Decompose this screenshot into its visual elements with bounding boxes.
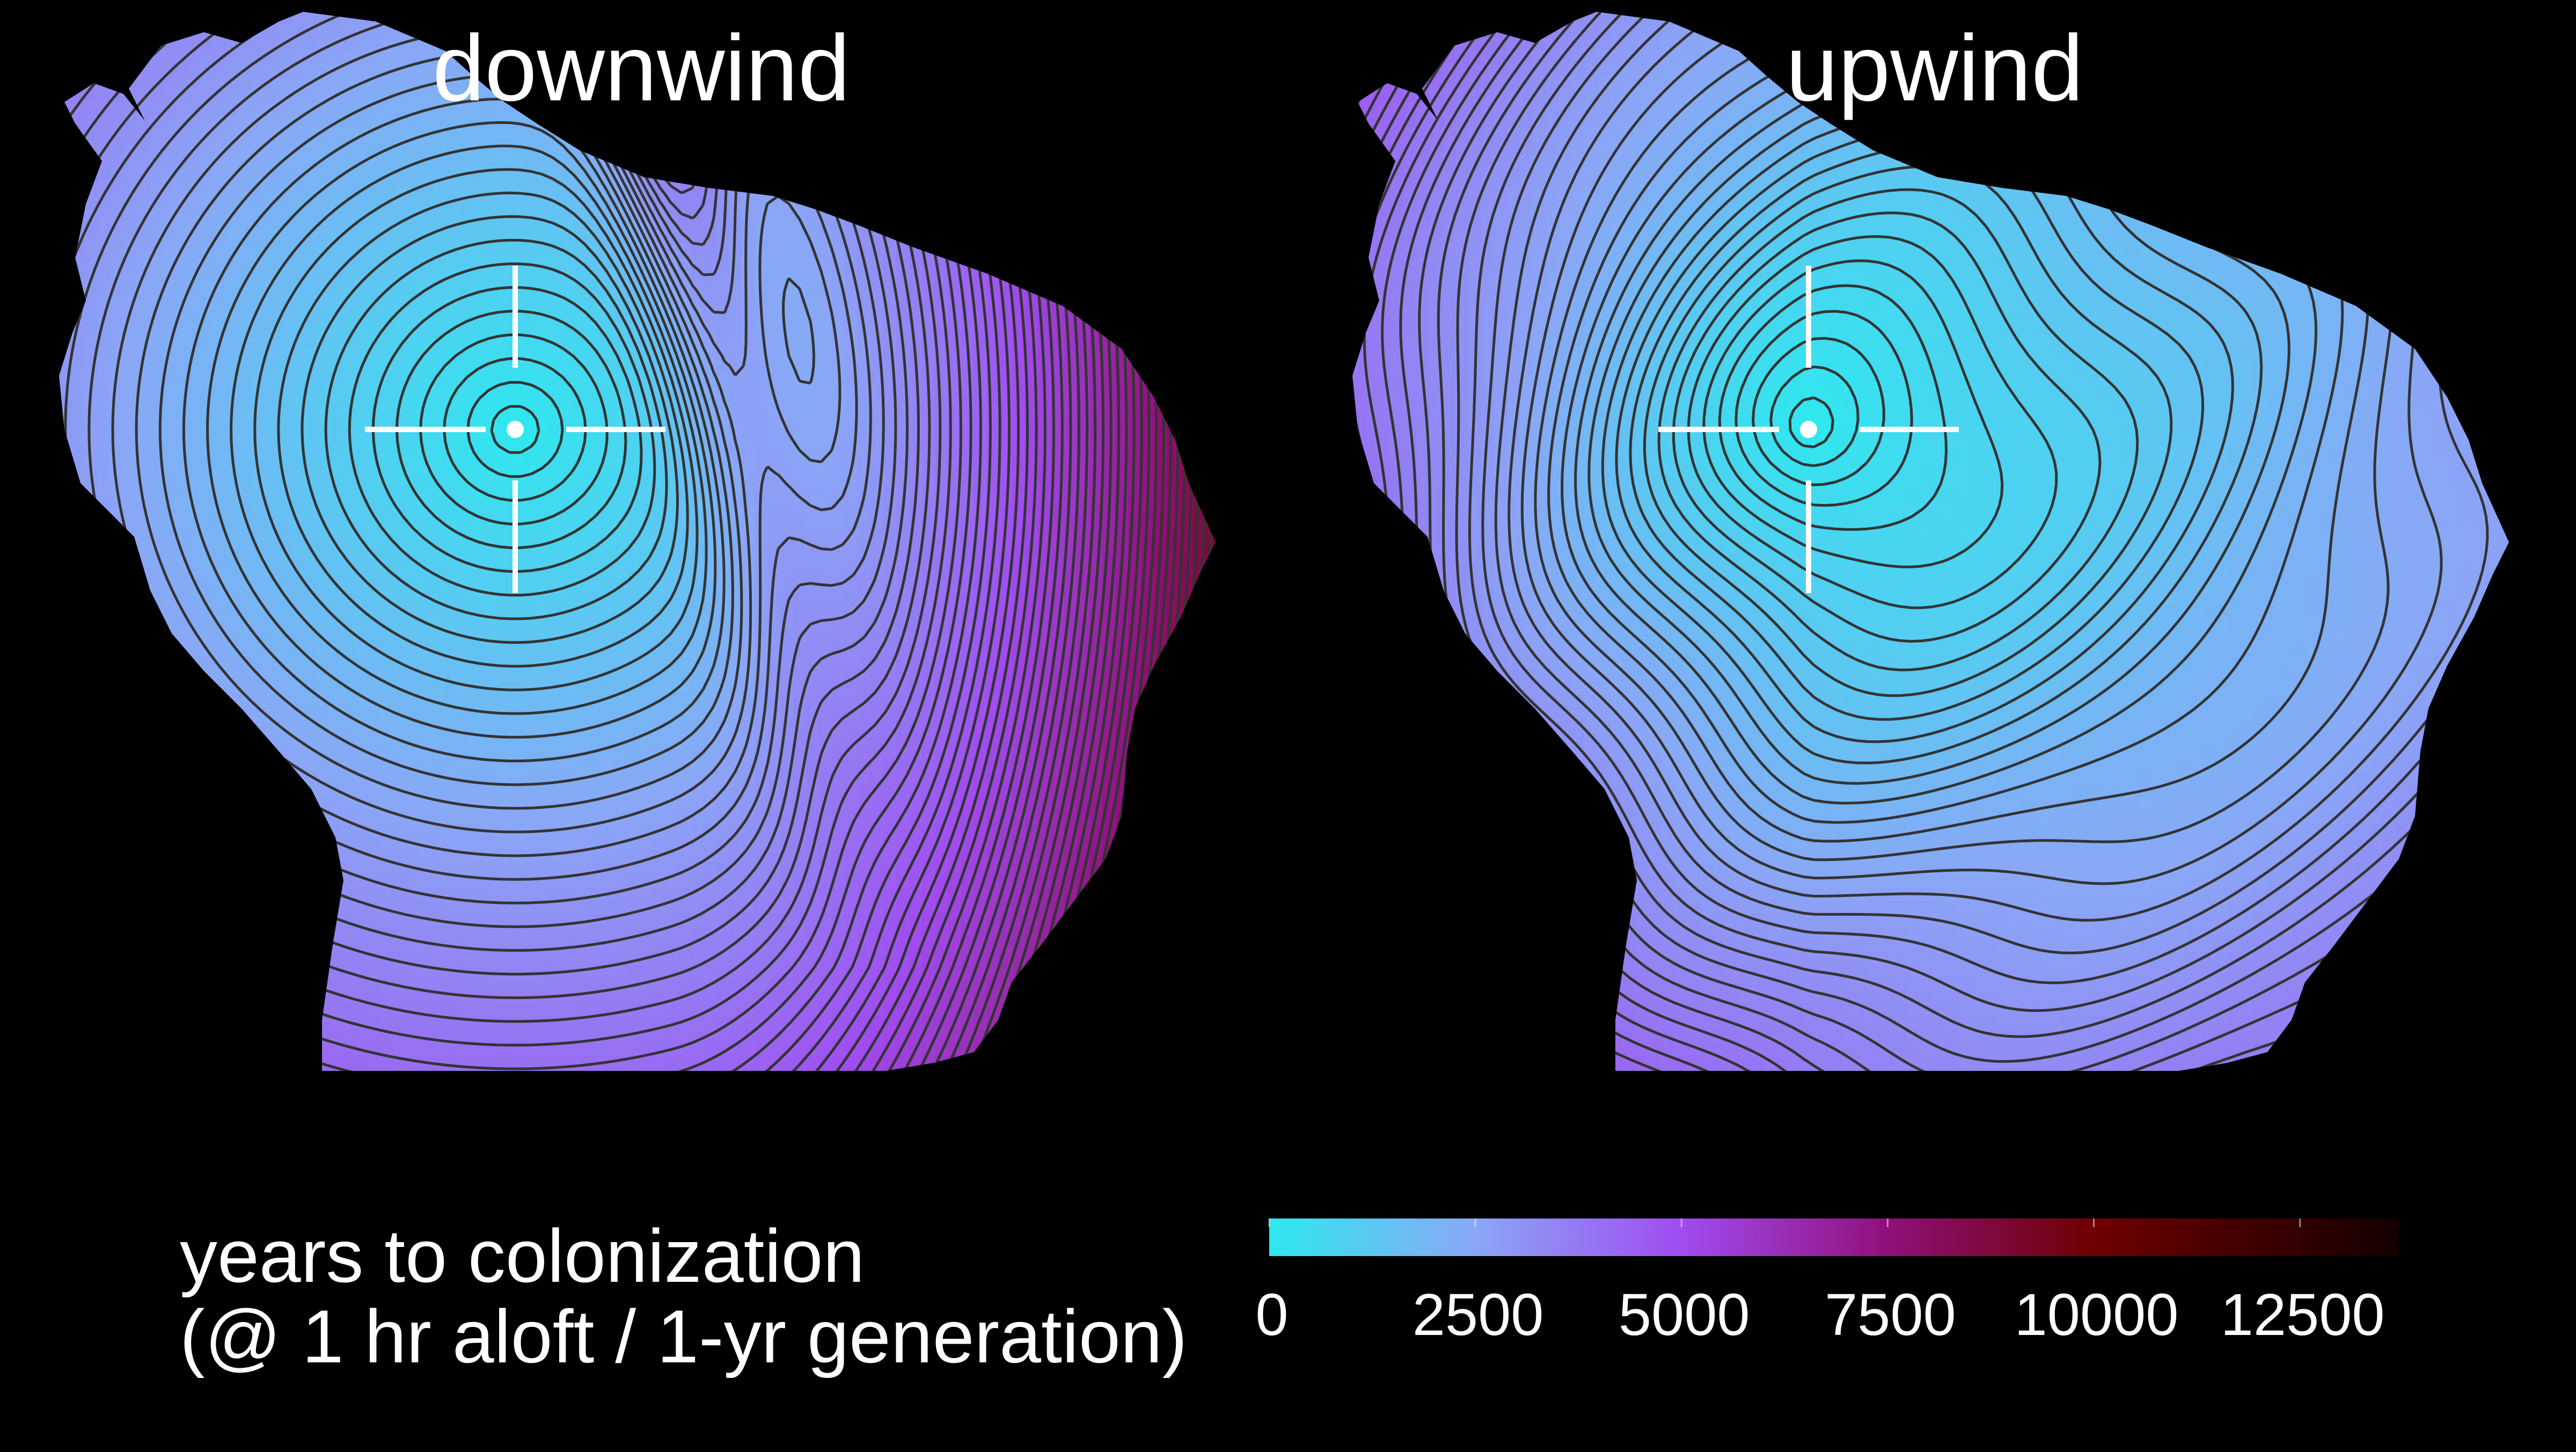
map-title-upwind: upwind <box>1786 21 2084 115</box>
map-downwind <box>59 12 1219 1082</box>
map-upwind <box>1352 12 2512 1082</box>
colorbar-gradient <box>1269 1218 2399 1256</box>
colorbar-tick-label: 10000 <box>2015 1286 2179 1345</box>
colorbar-tick-label: 5000 <box>1619 1286 1750 1345</box>
colorbar-tick-label: 2500 <box>1413 1286 1544 1345</box>
colorbar-tick-label: 7500 <box>1825 1286 1956 1345</box>
colorbar <box>1269 1218 2399 1256</box>
map-title-downwind: downwind <box>433 21 850 115</box>
legend-title: years to colonization <box>180 1218 865 1294</box>
colorbar-tick-label: 12500 <box>2221 1286 2385 1345</box>
origin-point <box>1800 421 1817 438</box>
legend-subtitle: (@ 1 hr aloft / 1-yr generation) <box>180 1299 1187 1374</box>
origin-point <box>507 421 524 438</box>
colorbar-tick-label: 0 <box>1255 1286 1288 1345</box>
